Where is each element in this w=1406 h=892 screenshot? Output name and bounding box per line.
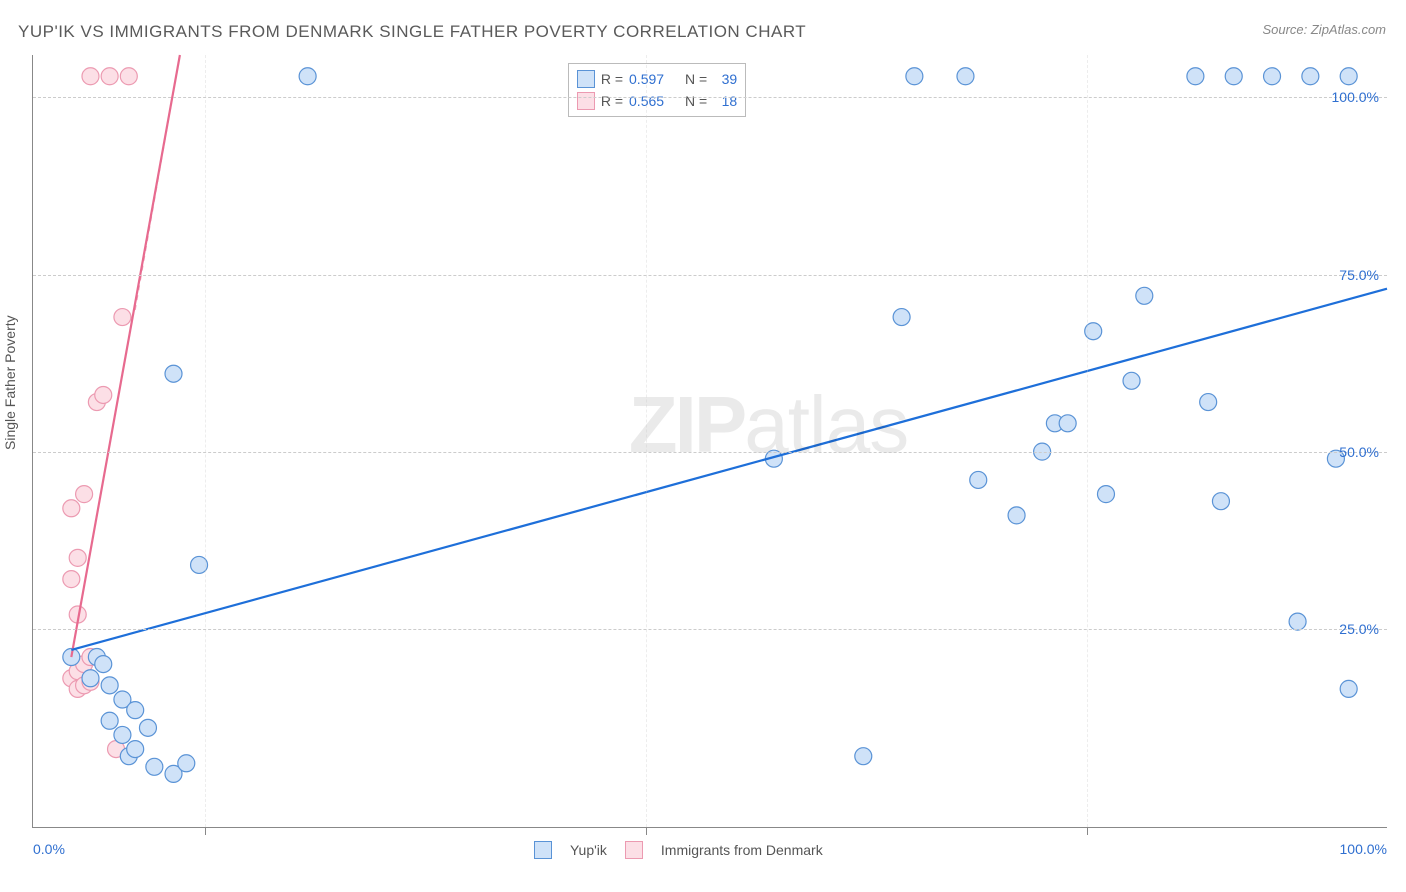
data-point (63, 500, 80, 517)
gridline-v (205, 55, 206, 827)
data-point (146, 758, 163, 775)
data-point (1340, 680, 1357, 697)
legend-correlation: R = 0.597 N = 39 R = 0.565 N = 18 (568, 63, 746, 117)
legend-r-label: R = (601, 68, 623, 90)
legend-row: R = 0.565 N = 18 (577, 90, 737, 112)
data-point (95, 656, 112, 673)
data-point (120, 68, 137, 85)
data-point (101, 677, 118, 694)
data-point (1097, 486, 1114, 503)
y-axis-label: Single Father Poverty (2, 315, 18, 450)
data-point (893, 309, 910, 326)
legend-r-label: R = (601, 90, 623, 112)
trend-line (71, 55, 180, 657)
data-point (82, 670, 99, 687)
legend-swatch (625, 841, 643, 859)
data-point (63, 571, 80, 588)
legend-swatch (577, 70, 595, 88)
data-point (970, 471, 987, 488)
legend-n-value: 18 (713, 90, 737, 112)
data-point (1059, 415, 1076, 432)
data-point (1212, 493, 1229, 510)
data-point (1289, 613, 1306, 630)
data-point (114, 726, 131, 743)
data-point (114, 309, 131, 326)
data-point (299, 68, 316, 85)
data-point (1136, 287, 1153, 304)
x-tick (1087, 827, 1088, 835)
y-tick-label: 100.0% (1332, 89, 1379, 105)
gridline-h (33, 275, 1387, 276)
data-point (178, 755, 195, 772)
data-point (82, 68, 99, 85)
x-tick (646, 827, 647, 835)
gridline-h (33, 629, 1387, 630)
y-tick-label: 50.0% (1339, 444, 1379, 460)
y-tick-label: 25.0% (1339, 621, 1379, 637)
x-tick-label: 100.0% (1340, 841, 1387, 857)
data-point (1008, 507, 1025, 524)
data-point (1340, 68, 1357, 85)
gridline-h (33, 97, 1387, 98)
data-point (127, 741, 144, 758)
legend-swatch (577, 92, 595, 110)
gridline-h (33, 452, 1387, 453)
y-tick-label: 75.0% (1339, 267, 1379, 283)
data-point (76, 486, 93, 503)
data-point (1123, 372, 1140, 389)
data-point (1200, 394, 1217, 411)
legend-n-label: N = (685, 68, 707, 90)
data-point (855, 748, 872, 765)
data-point (957, 68, 974, 85)
legend-r-value: 0.565 (629, 90, 679, 112)
legend-n-label: N = (685, 90, 707, 112)
data-point (69, 549, 86, 566)
data-point (1302, 68, 1319, 85)
chart-title: YUP'IK VS IMMIGRANTS FROM DENMARK SINGLE… (18, 22, 806, 42)
gridline-v (646, 55, 647, 827)
plot-area: ZIPatlas R =0.597N =39R =0.565N =18 Yup'… (32, 55, 1387, 828)
data-point (95, 386, 112, 403)
legend-r-value: 0.597 (629, 68, 679, 90)
legend-swatch (534, 841, 552, 859)
chart-svg (33, 55, 1387, 827)
legend-series-label: Immigrants from Denmark (661, 842, 823, 858)
data-point (139, 719, 156, 736)
x-tick (205, 827, 206, 835)
legend-series-label: Yup'ik (570, 842, 607, 858)
legend-row: R = 0.597 N = 39 (577, 68, 737, 90)
data-point (127, 702, 144, 719)
data-point (1264, 68, 1281, 85)
legend-series: Yup'ik Immigrants from Denmark (534, 841, 823, 859)
data-point (101, 68, 118, 85)
data-point (165, 365, 182, 382)
source-attribution: Source: ZipAtlas.com (1262, 22, 1386, 37)
gridline-v (1087, 55, 1088, 827)
legend-n-value: 39 (713, 68, 737, 90)
trend-line (71, 289, 1387, 650)
x-tick-label: 0.0% (33, 841, 65, 857)
data-point (1225, 68, 1242, 85)
data-point (906, 68, 923, 85)
data-point (101, 712, 118, 729)
data-point (1187, 68, 1204, 85)
